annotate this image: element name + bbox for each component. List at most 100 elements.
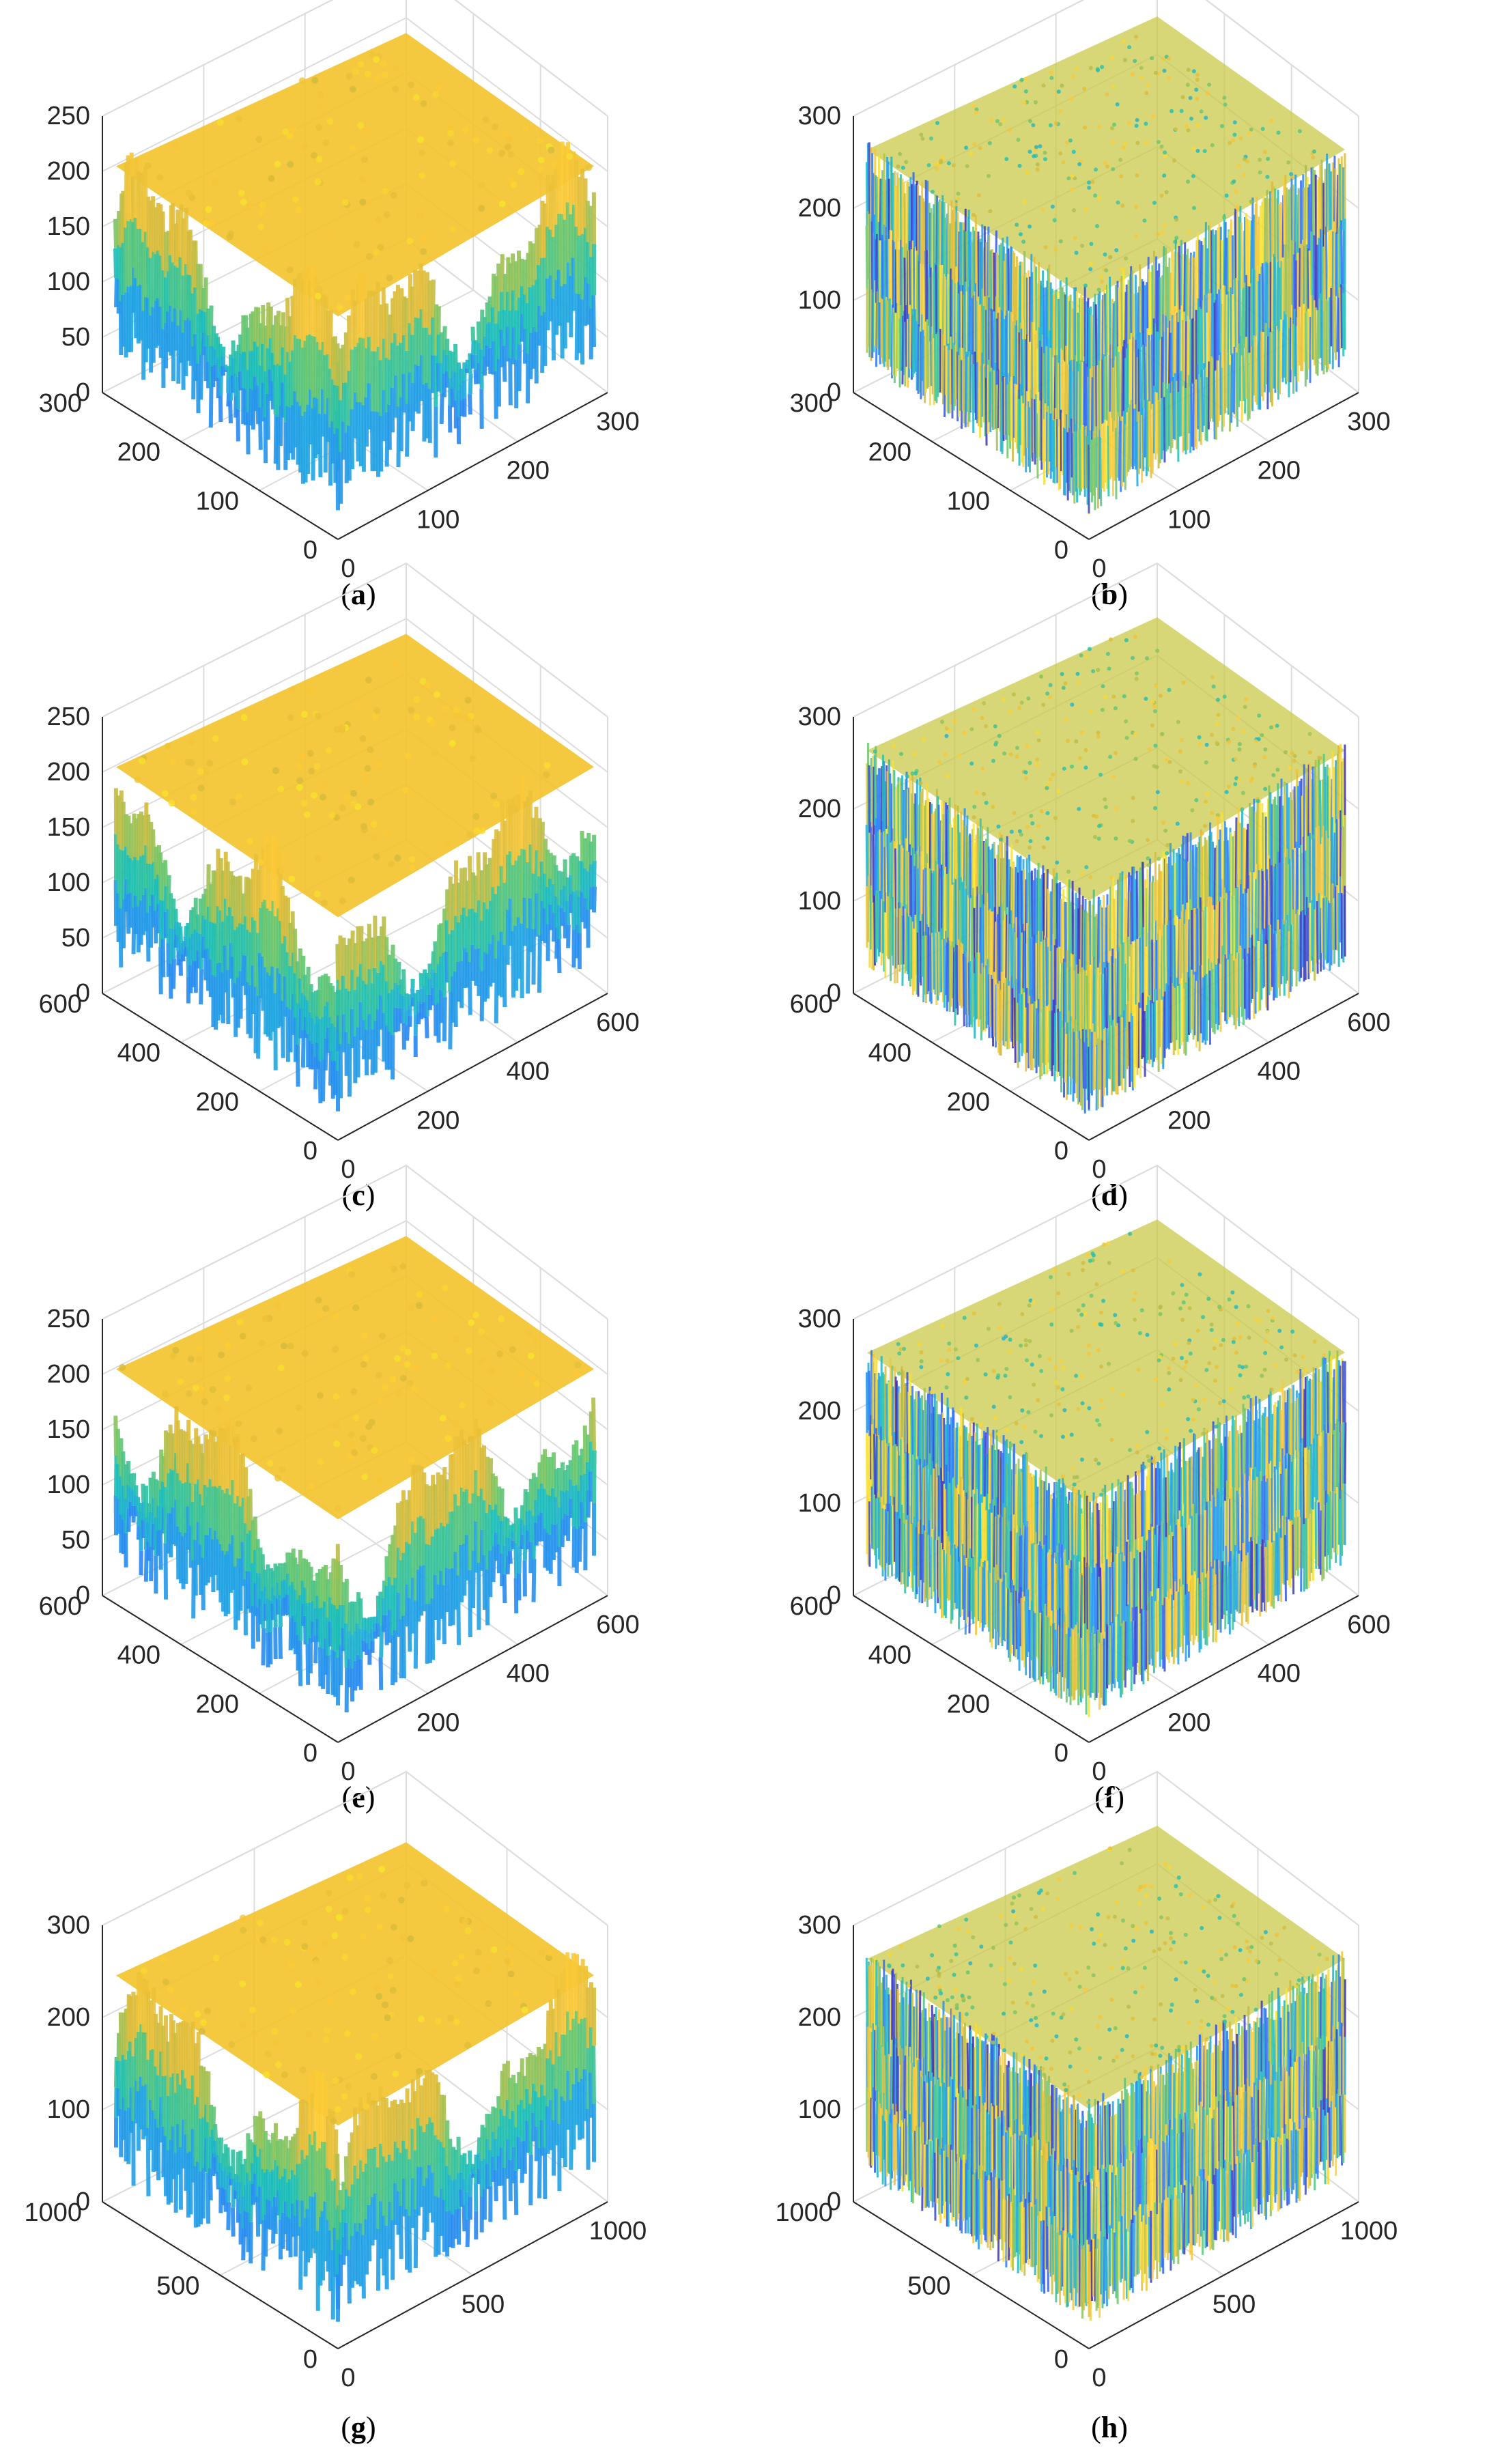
surface-strand — [210, 366, 216, 388]
surface-strand — [906, 851, 909, 913]
surface-speck — [371, 834, 378, 841]
surface-strand — [1045, 287, 1047, 345]
surface-strand — [1298, 847, 1301, 915]
surface-speck — [1142, 218, 1147, 223]
surface-strand — [1174, 239, 1177, 307]
surface-speck — [308, 767, 315, 775]
surface-strand — [1008, 985, 1010, 1049]
surface-strand — [909, 773, 911, 845]
surface-strand — [888, 826, 891, 893]
surface-strand — [1104, 907, 1107, 968]
surface-strand — [445, 1523, 451, 1568]
surface-speck — [333, 1440, 341, 1447]
surface-strand — [907, 1515, 910, 1587]
surface-speck — [1150, 114, 1155, 119]
surface-strand — [201, 894, 206, 916]
surface-strand — [1012, 923, 1016, 985]
surface-strand — [977, 231, 980, 297]
surface-strand — [1311, 231, 1314, 296]
surface-strand — [343, 382, 349, 434]
surface-strand — [384, 981, 390, 1025]
surface-strand — [1329, 903, 1332, 971]
surface-speck — [1053, 247, 1058, 252]
surface-speck — [1035, 162, 1040, 167]
surface-speck — [1048, 683, 1053, 688]
surface-speck — [1256, 737, 1261, 741]
surface-strand — [133, 857, 139, 896]
surface-strand — [1207, 896, 1210, 959]
surface-strand — [1138, 332, 1142, 401]
caption-letter: c — [352, 1178, 365, 1212]
surface-speck — [317, 1392, 324, 1400]
surface-speck — [1103, 805, 1108, 810]
surface-speck — [325, 231, 332, 239]
surface-strand — [1010, 910, 1013, 976]
surface-strand — [1007, 248, 1010, 311]
surface-strand — [164, 886, 169, 912]
surface-strand — [479, 971, 485, 1021]
surface-strand — [551, 175, 556, 237]
surface-strand — [298, 978, 303, 1009]
surface-strand — [943, 939, 946, 1008]
surface-speck — [1134, 204, 1139, 209]
surface-strand — [1283, 853, 1286, 925]
surface-strand — [525, 1492, 530, 1512]
surface-speck — [1096, 287, 1101, 292]
surface-speck — [1120, 203, 1125, 208]
surface-speck — [1055, 860, 1060, 865]
surface-strand — [971, 829, 974, 896]
surface-strand — [246, 412, 251, 455]
surface-speck — [1269, 118, 1274, 123]
surface-strand — [1163, 924, 1166, 992]
surface-speck — [1260, 733, 1264, 737]
surface-strand — [379, 1624, 384, 1658]
surface-speck — [1111, 774, 1116, 779]
surface-strand — [1023, 869, 1026, 931]
surface-speck — [901, 165, 905, 170]
surface-strand — [1085, 301, 1088, 364]
surface-speck — [1023, 776, 1028, 780]
surface-strand — [551, 1488, 556, 1525]
surface-strand — [548, 1495, 553, 1535]
surface-speck — [288, 875, 296, 883]
surface-strand — [1017, 1002, 1019, 1068]
surface-strand — [566, 262, 571, 323]
surface-strand — [592, 860, 597, 887]
surface-speck — [431, 1315, 439, 1322]
surface-speck — [1030, 821, 1035, 825]
y-tick-label: 400 — [117, 1641, 160, 1670]
surface-strand — [1201, 977, 1204, 1043]
surface-speck — [1197, 735, 1202, 739]
surface-speck — [322, 1305, 330, 1312]
surface-strand — [571, 1485, 577, 1527]
surface-strand — [1047, 888, 1049, 947]
surface-strand — [537, 225, 542, 266]
surface-speck — [466, 831, 473, 838]
surface-strand — [260, 1591, 266, 1629]
surface-strand — [960, 942, 963, 1008]
surface-strand — [321, 1566, 326, 1608]
surface-strand — [1003, 319, 1006, 378]
surface-strand — [583, 277, 589, 326]
surface-speck — [279, 867, 286, 875]
surface-speck — [301, 142, 309, 150]
surface-strand — [180, 954, 186, 962]
surface-strand — [405, 350, 410, 404]
surface-speck — [393, 64, 400, 72]
surface-speck — [212, 735, 219, 742]
grid-line — [853, 1164, 1359, 1320]
surface-strand — [208, 305, 214, 347]
surface-strand — [528, 898, 533, 952]
y-tick-label: 0 — [1054, 1137, 1068, 1165]
surface-strand — [1040, 941, 1043, 1009]
surface-speck — [1174, 236, 1179, 240]
surface-strand — [1065, 1034, 1068, 1101]
surface-strand — [1331, 883, 1334, 950]
surface-strand — [908, 1439, 911, 1506]
surface-strand — [442, 350, 447, 374]
surface-strand — [459, 368, 464, 385]
surface-speck — [376, 1372, 383, 1379]
surface-strand — [364, 397, 369, 447]
z-tick-label: 250 — [47, 703, 90, 731]
surface-speck — [1009, 830, 1014, 834]
